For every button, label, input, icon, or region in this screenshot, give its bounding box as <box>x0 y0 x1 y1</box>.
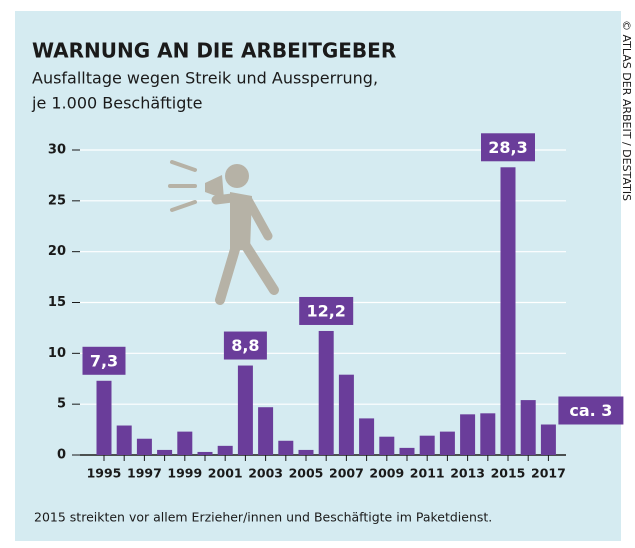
value-label-box <box>558 396 624 425</box>
y-tick-label: 30 <box>48 143 66 158</box>
value-label-box <box>299 296 354 325</box>
value-label: 28,3 <box>488 138 527 157</box>
bar <box>157 449 173 455</box>
bar <box>439 431 455 455</box>
credit: © ATLAS DER ARBEIT / DESTATIS <box>620 20 633 201</box>
y-tick-label: 0 <box>57 448 66 463</box>
bar <box>379 436 395 455</box>
bar <box>116 425 132 455</box>
bar <box>197 451 213 455</box>
x-tick-label: 2013 <box>450 466 485 481</box>
bar <box>278 440 294 455</box>
bar <box>399 447 415 455</box>
value-label-box <box>481 133 535 162</box>
bar <box>217 445 233 455</box>
bar <box>460 414 476 455</box>
bar <box>96 380 112 455</box>
y-tick-label: 20 <box>48 244 66 259</box>
value-label-box <box>82 346 126 375</box>
chart-title: WARNUNG AN DIE ARBEITGEBER <box>32 39 396 63</box>
value-label-box <box>223 331 267 360</box>
bar <box>480 413 496 455</box>
bar <box>258 407 274 455</box>
bar <box>359 418 375 455</box>
y-tick-label: 15 <box>48 295 66 310</box>
bar <box>540 424 556 455</box>
x-tick-label: 1995 <box>87 466 122 481</box>
y-tick-label: 5 <box>57 397 66 412</box>
bar <box>136 438 152 455</box>
icon <box>168 160 279 305</box>
x-tick-label: 2015 <box>491 466 526 481</box>
value-label: ca. 3 <box>569 401 612 420</box>
x-tick-label: 2017 <box>531 466 566 481</box>
bar <box>500 167 516 456</box>
x-tick-label: 2003 <box>248 466 283 481</box>
bar <box>338 374 354 455</box>
y-tick-label: 10 <box>48 346 66 361</box>
y-tick-label: 25 <box>48 193 66 208</box>
x-tick-label: 2011 <box>410 466 445 481</box>
bar <box>419 435 435 455</box>
bar <box>298 449 314 455</box>
background <box>15 11 621 541</box>
value-label: 8,8 <box>231 336 259 355</box>
x-tick-label: 2005 <box>289 466 324 481</box>
x-tick-label: 2001 <box>208 466 243 481</box>
x-tick-label: 2009 <box>369 466 404 481</box>
bar <box>237 365 253 455</box>
bar <box>177 431 193 455</box>
subtitle: Ausfalltage wegen Streik und Aussperrung… <box>32 69 378 88</box>
footnote: 2015 streikten vor allem Erzieher/innen … <box>34 510 492 525</box>
value-label: 7,3 <box>90 351 118 370</box>
value-label: 12,2 <box>306 301 345 320</box>
x-tick-label: 1997 <box>127 466 162 481</box>
bar <box>520 400 536 455</box>
x-tick-label: 1999 <box>167 466 202 481</box>
x-tick-label: 2007 <box>329 466 364 481</box>
subtitle: je 1.000 Beschäftigte <box>31 94 203 113</box>
bar <box>318 330 334 455</box>
